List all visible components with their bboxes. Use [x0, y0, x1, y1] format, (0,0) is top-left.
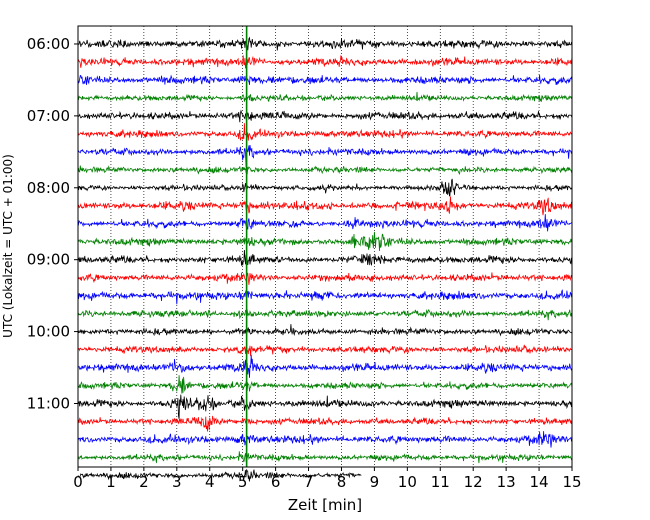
y-axis: 06:00 07:00 08:00 09:00 10:00 11:00: [27, 35, 78, 412]
trace-row-4: [77, 91, 573, 103]
trace-row-12: [77, 231, 573, 252]
y-tick-label: 06:00: [27, 35, 70, 53]
trace-row-17: [77, 324, 573, 337]
trace-row-14: [77, 272, 573, 285]
x-tick-label: 14: [530, 473, 549, 491]
trace-row-3: [77, 74, 573, 85]
trace-row-19: [77, 354, 573, 378]
trace-row-9: [77, 178, 573, 197]
trace-row-5: [77, 109, 573, 123]
y-tick-label: 10:00: [27, 323, 70, 341]
trace-row-2: [77, 55, 573, 69]
x-tick-label: 12: [464, 473, 483, 491]
x-tick-label: 9: [370, 473, 380, 491]
x-tick-label: 4: [205, 473, 215, 491]
trace-row-10: [77, 196, 573, 216]
trace-row-11: [77, 214, 573, 232]
x-tick-label: 5: [238, 473, 248, 491]
seismic-traces: [77, 26, 573, 482]
y-tick-label: 11:00: [27, 394, 70, 412]
x-tick-label: 13: [497, 473, 516, 491]
trace-row-21: [77, 394, 573, 419]
trace-row-6: [77, 123, 573, 141]
x-tick-label: 1: [106, 473, 116, 491]
trace-row-20: [77, 375, 573, 394]
trace-row-24: [77, 451, 573, 465]
trace-row-13: [77, 249, 573, 266]
x-tick-label: 3: [172, 473, 182, 491]
x-tick-label: 11: [431, 473, 450, 491]
x-axis: 0 1 2 3 4 5 6 7 8 9 10 11 12 13 14 15: [73, 467, 582, 491]
trace-row-25: [77, 469, 362, 482]
x-tick-label: 0: [73, 473, 83, 491]
x-tick-label: 10: [398, 473, 417, 491]
trace-row-16: [77, 308, 573, 321]
y-tick-label: 08:00: [27, 179, 70, 197]
y-axis-label: UTC (Lokalzeit = UTC + 01:00): [1, 154, 15, 338]
trace-row-1: [77, 36, 573, 51]
trace-row-23: [77, 431, 573, 448]
trace-row-15: [77, 289, 573, 305]
plot-frame: [77, 25, 573, 468]
x-tick-label: 8: [337, 473, 347, 491]
trace-row-22: [77, 415, 573, 432]
x-tick-label: 7: [304, 473, 314, 491]
x-tick-label: 2: [139, 473, 149, 491]
trace-row-18: [77, 344, 573, 357]
x-axis-label: Zeit [min]: [288, 496, 362, 514]
trace-row-7: [77, 144, 573, 168]
vertical-grid: [77, 26, 573, 467]
trace-row-8: [77, 165, 573, 175]
x-tick-label: 6: [271, 473, 281, 491]
x-tick-label: 15: [562, 473, 581, 491]
y-tick-label: 07:00: [27, 107, 70, 125]
y-tick-label: 09:00: [27, 251, 70, 269]
